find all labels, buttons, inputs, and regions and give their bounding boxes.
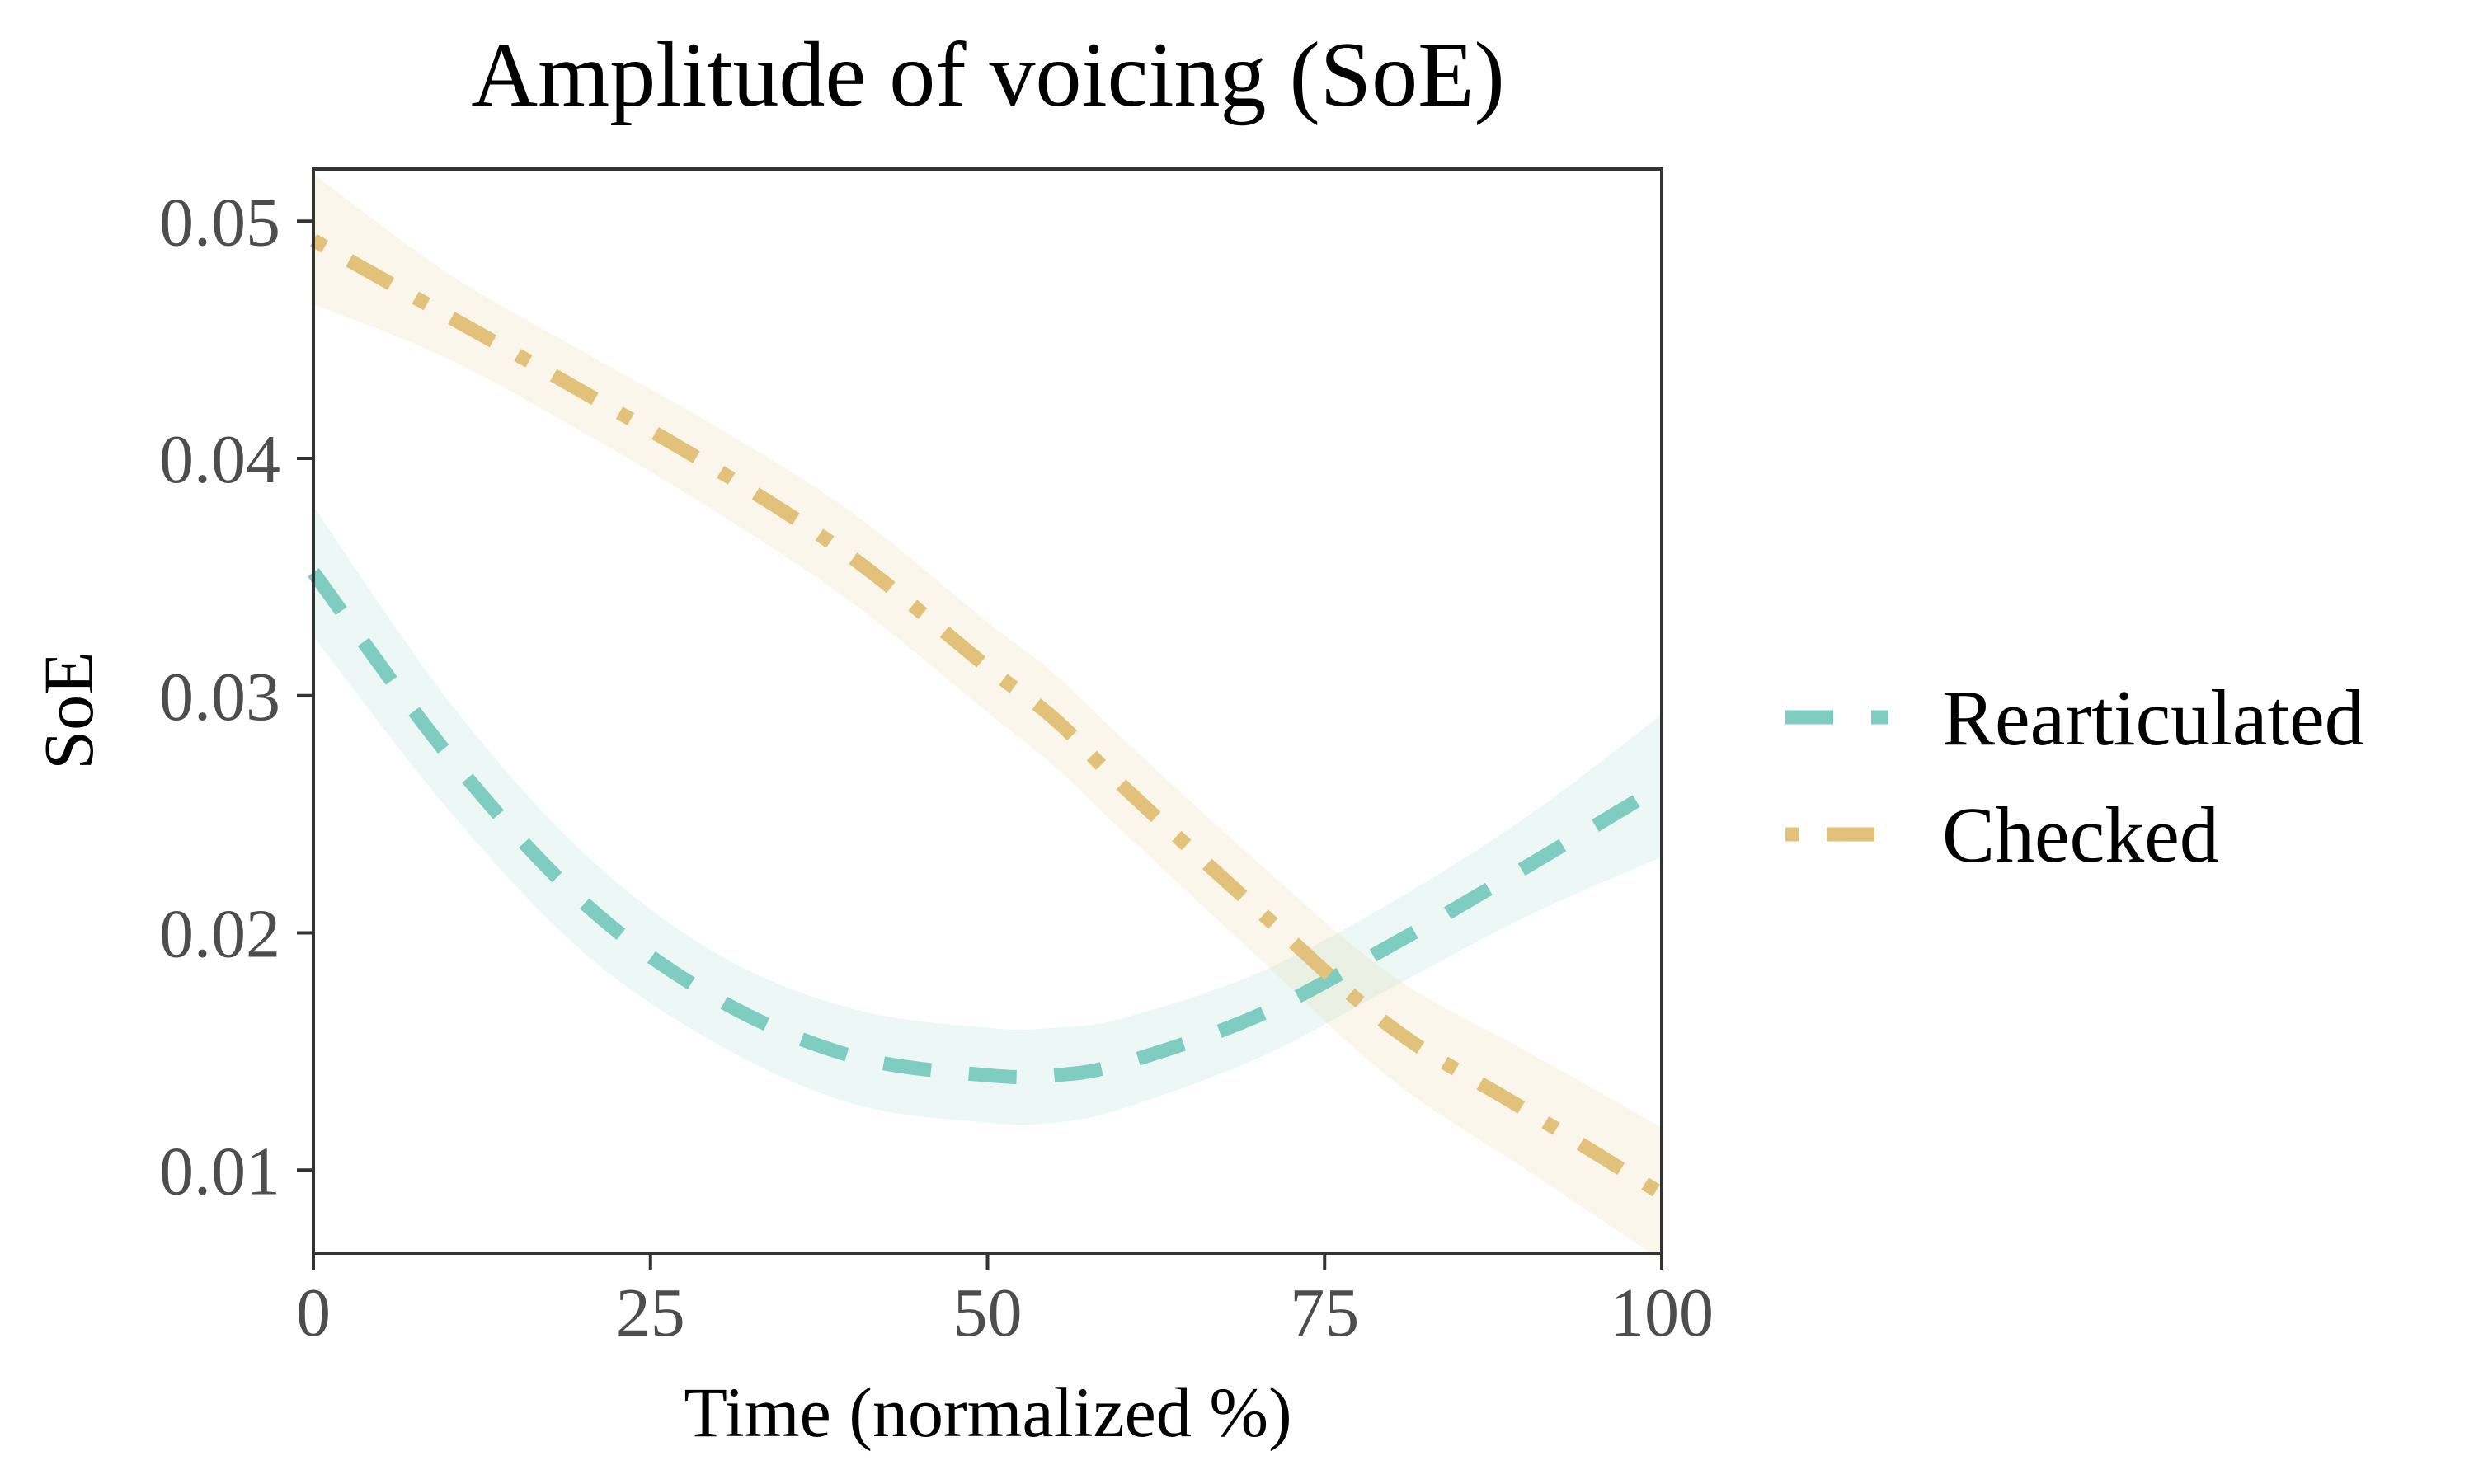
rearticulated-line xyxy=(308,568,1666,1085)
y-tick-label: 0.03 xyxy=(159,659,280,735)
legend-item-rearticulated: Rearticulated xyxy=(1785,674,2364,762)
x-axis-label: Time (normalized %) xyxy=(684,1373,1291,1452)
x-tick-label: 75 xyxy=(1290,1275,1359,1351)
chart-title: Amplitude of voicing (SoE) xyxy=(471,24,1505,126)
checked-line xyxy=(309,233,1666,1200)
y-axis: 0.01 0.02 0.03 0.04 0.05 xyxy=(159,169,315,1253)
x-tick-label: 25 xyxy=(616,1275,685,1351)
legend-item-checked: Checked xyxy=(1785,791,2219,879)
x-tick-label: 100 xyxy=(1610,1275,1714,1351)
x-axis: 0 25 50 75 100 xyxy=(296,1252,1714,1351)
x-tick-label: 0 xyxy=(296,1275,331,1351)
legend: Rearticulated Checked xyxy=(1785,674,2364,879)
y-tick-label: 0.01 xyxy=(159,1133,280,1209)
y-axis-label: SoE xyxy=(29,651,108,769)
legend-label-rearticulated: Rearticulated xyxy=(1942,674,2364,762)
x-tick-label: 50 xyxy=(953,1275,1023,1351)
legend-label-checked: Checked xyxy=(1942,791,2219,879)
y-tick-label: 0.02 xyxy=(159,896,280,973)
y-tick-label: 0.04 xyxy=(159,421,280,498)
series-lines xyxy=(308,233,1666,1200)
y-tick-label: 0.05 xyxy=(159,184,280,261)
plot-area xyxy=(308,167,1666,1261)
